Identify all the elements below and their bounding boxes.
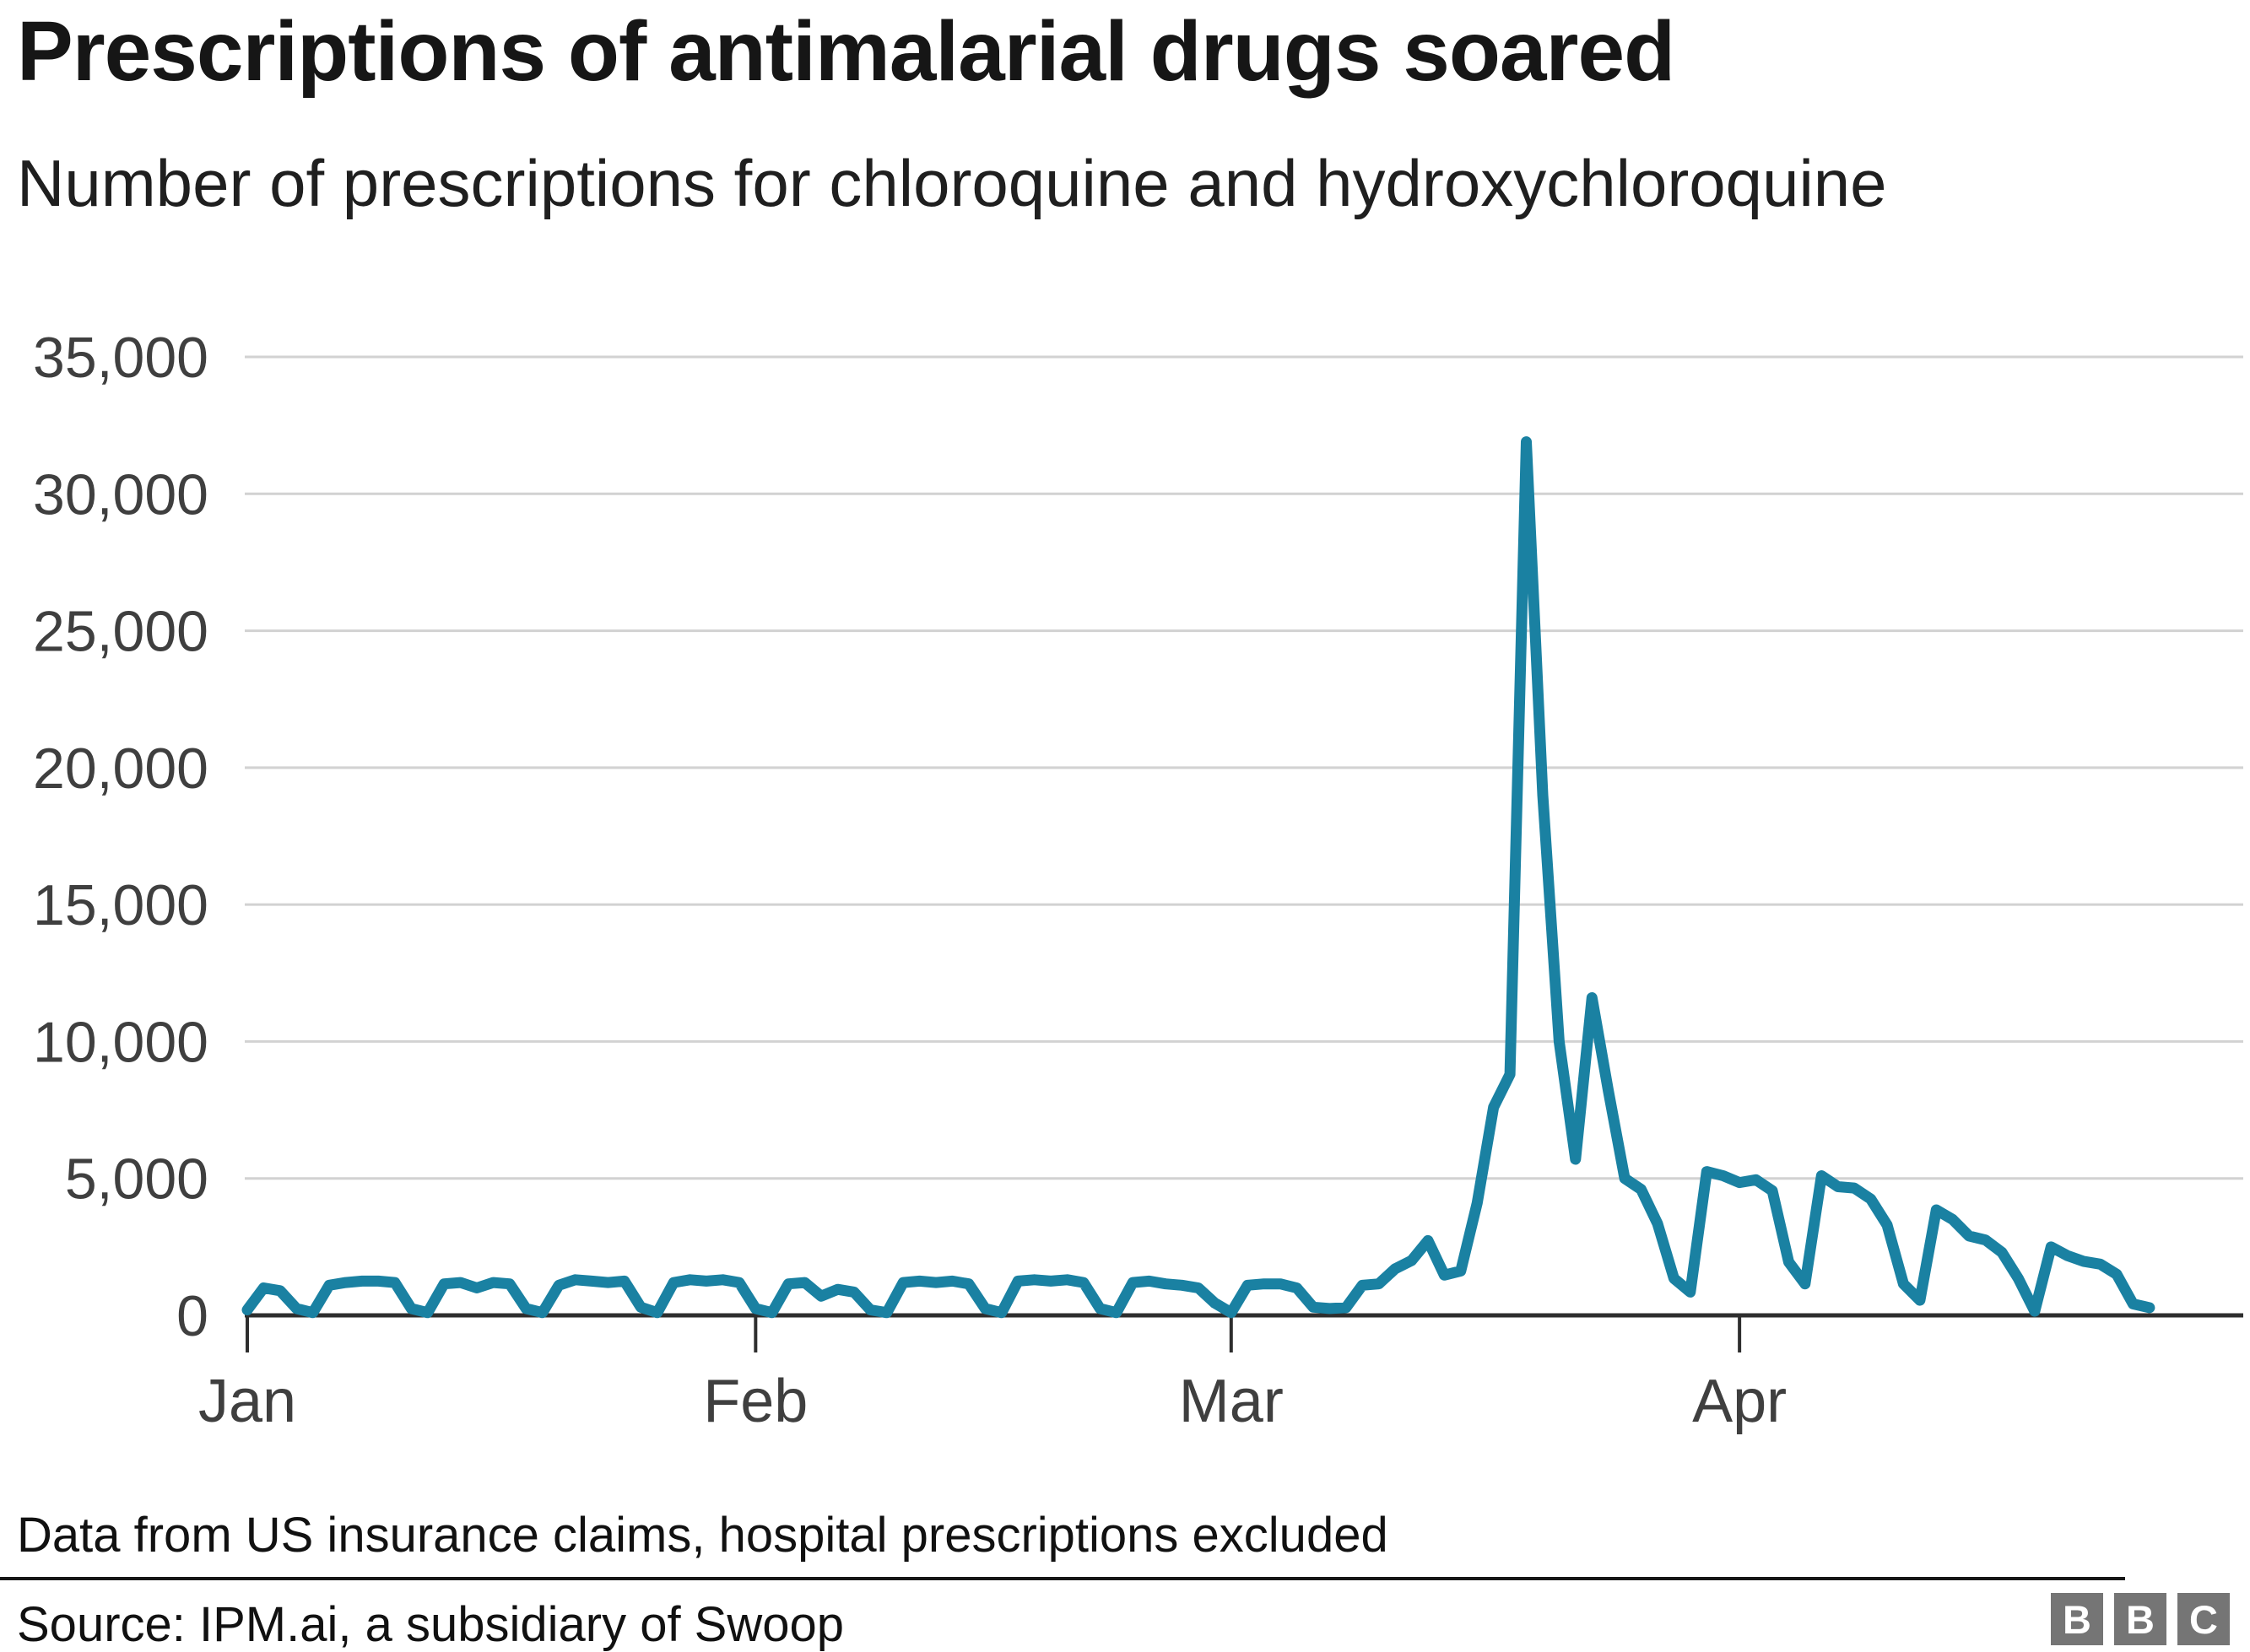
- bbc-logo-letter: B: [2063, 1596, 2091, 1642]
- bbc-logo-square: B: [2114, 1593, 2166, 1645]
- x-tick-label: Feb: [703, 1368, 808, 1435]
- y-tick-label: 20,000: [33, 737, 208, 801]
- bbc-logo-letter: C: [2189, 1596, 2218, 1642]
- source-line: Source: IPM.ai, a subsidiary of Swoop: [17, 1597, 845, 1652]
- y-tick-label: 10,000: [33, 1010, 208, 1074]
- footnote: Data from US insurance claims, hospital …: [17, 1508, 1388, 1563]
- y-tick-label: 25,000: [33, 600, 208, 664]
- x-tick-label: Jan: [198, 1368, 296, 1435]
- footer-divider: [0, 1577, 2125, 1580]
- y-tick-label: 5,000: [65, 1147, 208, 1212]
- x-tick-label: Mar: [1179, 1368, 1284, 1435]
- page-title: Prescriptions of antimalarial drugs soar…: [17, 4, 1675, 99]
- bbc-logo-square: C: [2177, 1593, 2230, 1645]
- x-tick-label: Apr: [1692, 1368, 1787, 1435]
- y-tick-label: 35,000: [33, 326, 208, 390]
- y-tick-label: 15,000: [33, 873, 208, 937]
- bbc-logo-letter: B: [2126, 1596, 2155, 1642]
- bbc-logo-square: B: [2051, 1593, 2103, 1645]
- page-subtitle: Number of prescriptions for chloroquine …: [17, 146, 1887, 220]
- y-tick-label: 0: [176, 1284, 208, 1348]
- y-tick-label: 30,000: [33, 462, 208, 526]
- data-line: [241, 436, 2155, 1319]
- bbc-logo: B B C: [2051, 1593, 2230, 1645]
